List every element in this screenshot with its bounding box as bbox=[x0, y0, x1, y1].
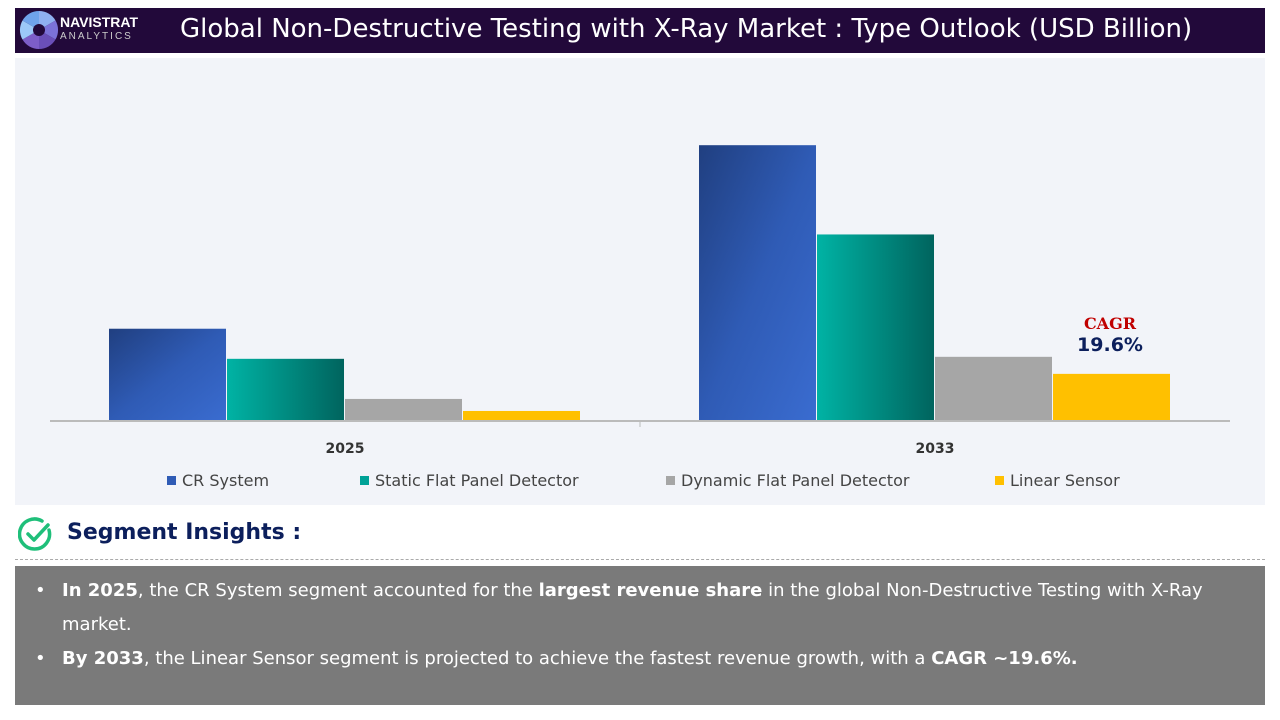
legend-item-linear-sensor: Linear Sensor bbox=[995, 471, 1120, 490]
bar-cr-system-2025 bbox=[109, 328, 226, 421]
bar-cr-system-2033 bbox=[699, 145, 816, 422]
logo-subtitle: ANALYTICS bbox=[60, 31, 133, 42]
legend-item-dynamic-fpd: Dynamic Flat Panel Detector bbox=[666, 471, 909, 490]
navistrat-logo bbox=[19, 10, 59, 50]
bar-dynamic-flat-panel-detector-2025 bbox=[345, 398, 462, 421]
legend-swatch bbox=[995, 476, 1004, 485]
legend-swatch bbox=[360, 476, 369, 485]
chart-panel: 2025 2033 CAGR 19.6% bbox=[15, 58, 1265, 505]
header-bar: NAVISTRAT ANALYTICS Global Non-Destructi… bbox=[15, 8, 1265, 53]
bar-linear-sensor-2033 bbox=[1053, 373, 1170, 421]
bar-dynamic-flat-panel-detector-2033 bbox=[935, 356, 1052, 421]
insight-bullet: In 2025, the CR System segment accounted… bbox=[35, 574, 1255, 642]
bar-chart: 2025 2033 CAGR 19.6% bbox=[50, 145, 1230, 457]
insights-title: Segment Insights : bbox=[67, 520, 302, 545]
bar-linear-sensor-2025 bbox=[463, 410, 580, 421]
divider bbox=[15, 559, 1265, 560]
bar-static-flat-panel-detector-2033 bbox=[817, 234, 934, 421]
legend-item-static-fpd: Static Flat Panel Detector bbox=[360, 471, 579, 490]
page-title: Global Non-Destructive Testing with X-Ra… bbox=[180, 14, 1193, 44]
legend-swatch bbox=[167, 476, 176, 485]
legend-swatch bbox=[666, 476, 675, 485]
bar-static-flat-panel-detector-2025 bbox=[227, 358, 344, 421]
x-tick-label: 2033 bbox=[916, 441, 955, 457]
insight-bullet: By 2033, the Linear Sensor segment is pr… bbox=[35, 642, 1255, 676]
legend-item-cr-system: CR System bbox=[167, 471, 269, 490]
x-tick-label: 2025 bbox=[326, 441, 365, 457]
check-circle-icon bbox=[18, 517, 52, 551]
logo-name: NAVISTRAT bbox=[60, 14, 139, 30]
cagr-value: 19.6% bbox=[1077, 334, 1143, 356]
insights-list: In 2025, the CR System segment accounted… bbox=[15, 566, 1265, 705]
cagr-label: CAGR bbox=[1084, 314, 1137, 333]
